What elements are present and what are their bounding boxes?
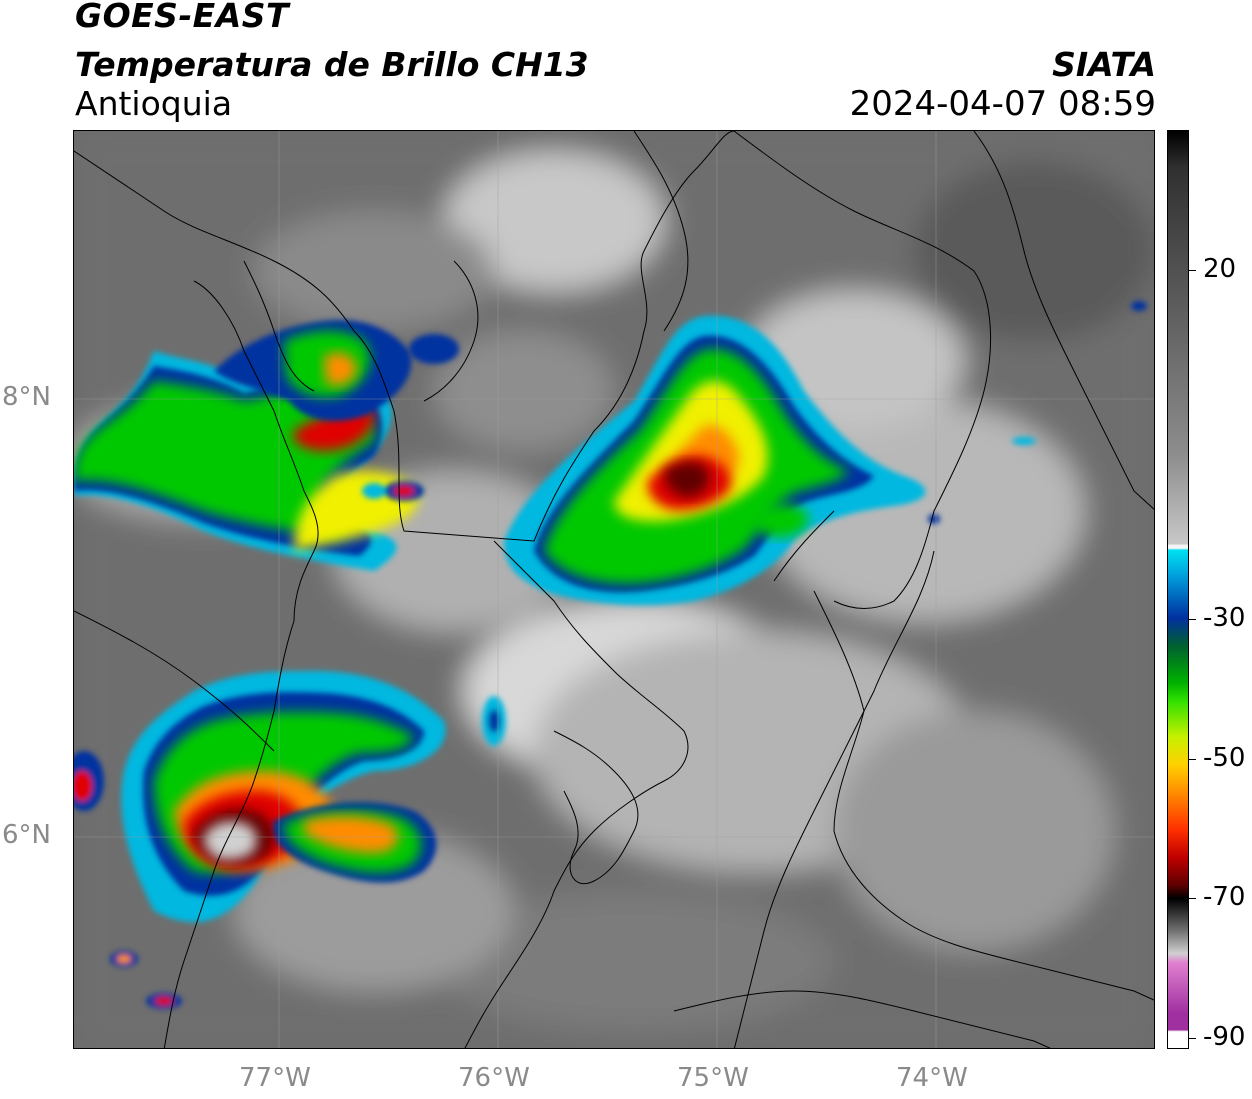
colorbar-gradient xyxy=(1168,131,1188,1048)
colorbar-label-neg50: -50 xyxy=(1203,743,1246,773)
map-canvas xyxy=(74,131,1154,1048)
colorbar-tick-mark xyxy=(1188,759,1196,760)
product-title: Temperatura de Brillo CH13 xyxy=(75,45,589,84)
lat-tick-8n: 8°N xyxy=(2,382,51,412)
colorbar-tick-mark xyxy=(1188,1038,1196,1039)
datetime-label: 2024-04-07 08:59 xyxy=(849,84,1156,124)
colorbar-label-neg30: -30 xyxy=(1203,603,1246,633)
storm-south-band xyxy=(273,802,437,883)
region-label: Antioquia xyxy=(75,84,233,123)
cloud-background xyxy=(74,131,1154,1048)
lon-tick-76w: 76°W xyxy=(458,1063,530,1093)
storm-small-cells xyxy=(74,301,1147,1009)
graticule xyxy=(74,131,1154,1048)
lon-tick-77w: 77°W xyxy=(239,1063,311,1093)
agency-label: SIATA xyxy=(1052,45,1156,84)
colorbar-tick-mark xyxy=(1188,270,1196,271)
storm-north-cell xyxy=(214,320,412,421)
lat-tick-6n: 6°N xyxy=(2,820,51,850)
lon-tick-74w: 74°W xyxy=(896,1063,968,1093)
storm-central-east xyxy=(504,315,926,606)
colorbar-tick-mark xyxy=(1188,898,1196,899)
colorbar-tick-mark xyxy=(1188,619,1196,620)
colorbar-label-neg70: -70 xyxy=(1203,882,1246,912)
boundaries xyxy=(74,131,1154,1048)
satellite-title: GOES-EAST xyxy=(75,0,290,35)
lon-tick-75w: 75°W xyxy=(677,1063,749,1093)
colorbar xyxy=(1167,130,1189,1049)
colorbar-label-20: 20 xyxy=(1203,254,1237,284)
satellite-map[interactable] xyxy=(73,130,1155,1049)
colorbar-label-neg90: -90 xyxy=(1203,1022,1246,1052)
storm-southwest-core xyxy=(121,671,446,923)
